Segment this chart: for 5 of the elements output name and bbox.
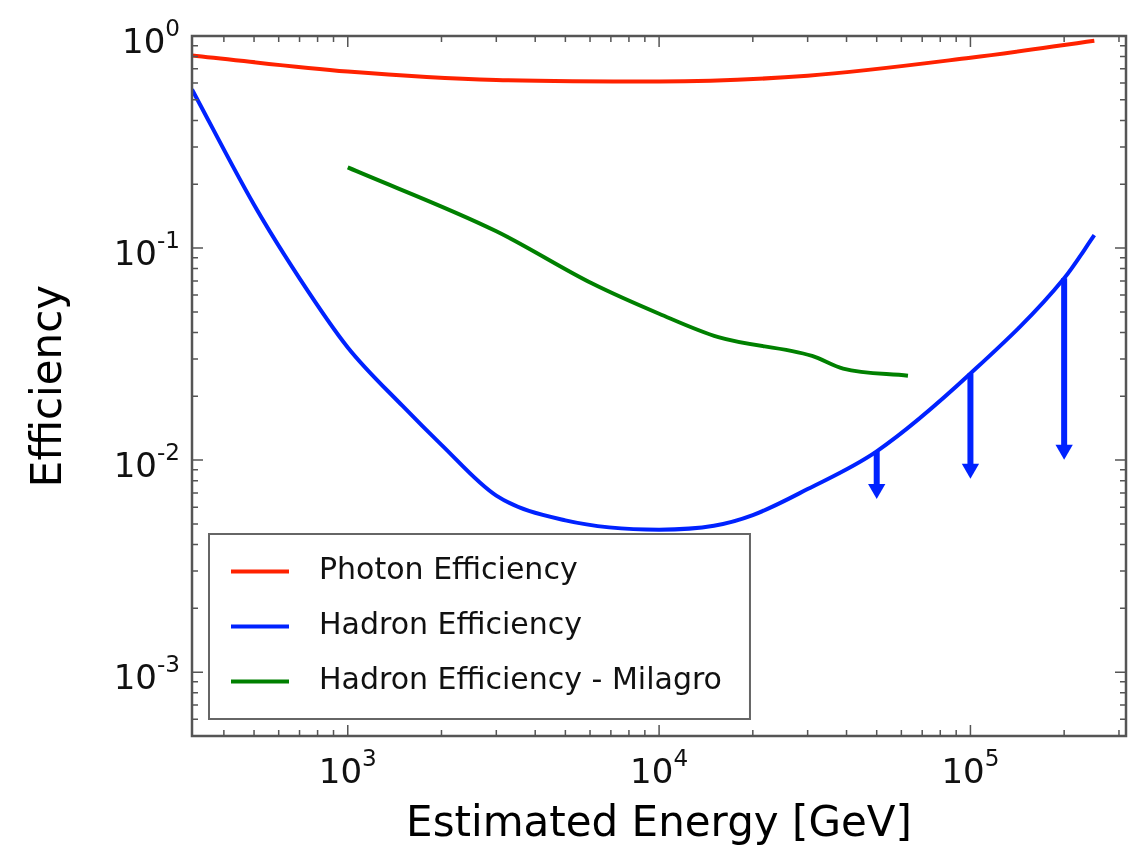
legend-label: Hadron Efficiency [319, 606, 583, 642]
legend-label: Hadron Efficiency - Milagro [319, 661, 722, 697]
y-axis-title: Efficiency [21, 284, 71, 488]
legend-label: Photon Efficiency [319, 551, 578, 587]
x-axis-title: Estimated Energy [GeV] [406, 796, 912, 846]
